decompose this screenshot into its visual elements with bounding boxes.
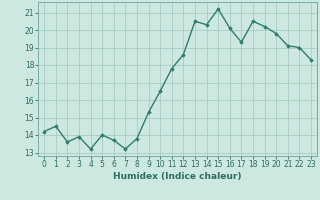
X-axis label: Humidex (Indice chaleur): Humidex (Indice chaleur) xyxy=(113,172,242,181)
